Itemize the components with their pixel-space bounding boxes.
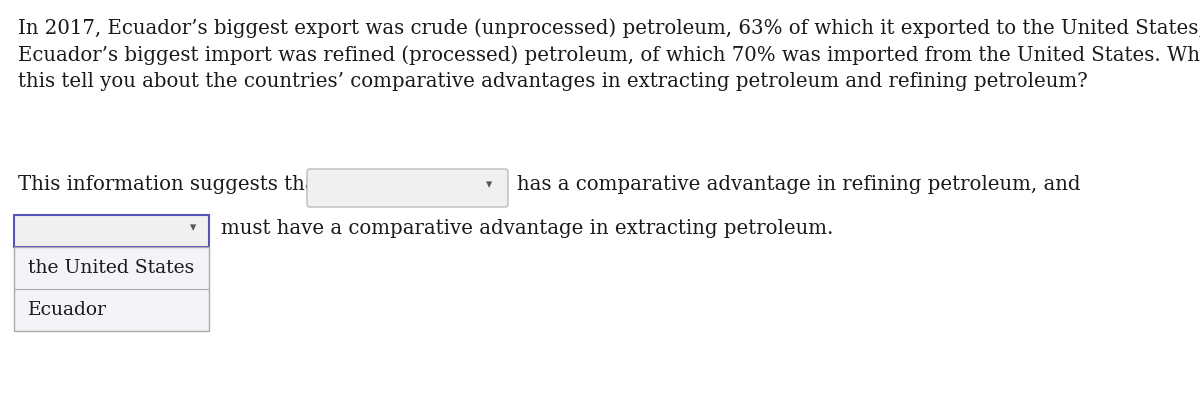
Text: ▾: ▾ — [486, 178, 492, 191]
Text: the United States: the United States — [28, 259, 194, 277]
FancyBboxPatch shape — [14, 247, 209, 331]
Text: this tell you about the countries’ comparative advantages in extracting petroleu: this tell you about the countries’ compa… — [18, 72, 1087, 91]
FancyBboxPatch shape — [14, 215, 209, 247]
Text: Ecuador’s biggest import was refined (processed) petroleum, of which 70% was imp: Ecuador’s biggest import was refined (pr… — [18, 45, 1200, 65]
Text: In 2017, Ecuador’s biggest export was crude (unprocessed) petroleum, 63% of whic: In 2017, Ecuador’s biggest export was cr… — [18, 18, 1200, 38]
Text: Ecuador: Ecuador — [28, 301, 107, 319]
FancyBboxPatch shape — [307, 169, 508, 207]
Text: This information suggests that: This information suggests that — [18, 175, 324, 195]
Text: ▾: ▾ — [190, 222, 196, 234]
Text: must have a comparative advantage in extracting petroleum.: must have a comparative advantage in ext… — [221, 218, 833, 238]
Text: has a comparative advantage in refining petroleum, and: has a comparative advantage in refining … — [517, 175, 1080, 195]
